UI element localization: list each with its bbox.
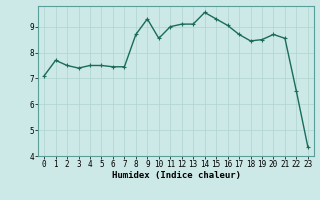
X-axis label: Humidex (Indice chaleur): Humidex (Indice chaleur) (111, 171, 241, 180)
